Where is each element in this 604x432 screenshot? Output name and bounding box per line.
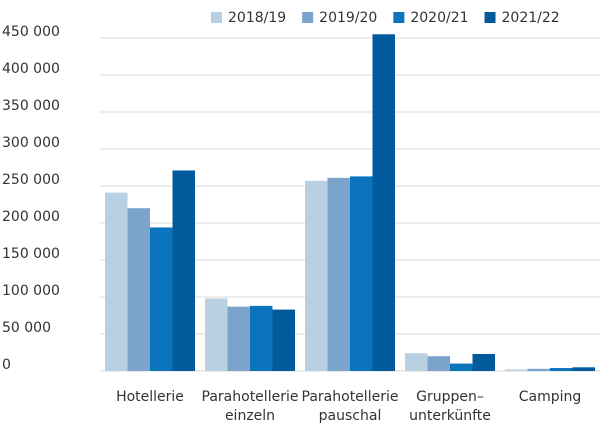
x-tick-line: Parahotellerie: [302, 389, 399, 405]
legend-swatch: [393, 12, 405, 23]
y-tick-label: 0: [2, 357, 11, 373]
bar: [527, 368, 550, 371]
bar: [205, 298, 228, 371]
bar: [305, 180, 328, 371]
legend-label: 2020/21: [410, 10, 468, 26]
bar: [172, 170, 195, 371]
x-tick-line: Hotellerie: [116, 389, 184, 405]
legend-swatch: [211, 12, 222, 23]
bar: [550, 368, 573, 371]
bar: [327, 177, 350, 371]
x-tick-line: Camping: [519, 389, 582, 405]
bar: [350, 176, 373, 371]
x-tick-label: Parahotellerie einzeln: [202, 389, 299, 424]
x-tick-line: Parahotellerie: [202, 389, 299, 405]
bar: [505, 369, 528, 371]
bar: [105, 192, 128, 371]
legend-label: 2021/22: [502, 10, 560, 26]
legend-swatch: [302, 12, 314, 23]
x-tick-label: Gruppen– unterkünfte: [409, 389, 491, 424]
y-tick-label: 100 000: [2, 283, 60, 299]
y-tick-label: 400 000: [2, 61, 60, 77]
x-tick-line: einzeln: [225, 408, 275, 424]
x-tick-line: Gruppen–: [416, 389, 484, 405]
bar: [405, 353, 428, 371]
bar: [127, 208, 150, 371]
bar: [250, 305, 273, 371]
x-tick-label: Parahotellerie pauschal: [302, 389, 399, 424]
y-tick-label: 250 000: [2, 172, 60, 188]
y-tick-label: 450 000: [2, 24, 60, 40]
legend-label: 2019/20: [319, 10, 377, 26]
x-tick-label: Camping: [519, 389, 582, 405]
x-tick-line: unterkünfte: [409, 408, 491, 424]
legend-label: 2018/19: [228, 10, 286, 26]
y-tick-label: 300 000: [2, 135, 60, 151]
x-tick-label: Hotellerie: [116, 389, 184, 405]
y-tick-label: 150 000: [2, 246, 60, 262]
bar: [372, 34, 395, 372]
bar: [427, 356, 450, 371]
y-tick-label: 50 000: [2, 320, 51, 336]
legend-swatch: [484, 12, 496, 23]
bar: [572, 367, 595, 371]
bar: [472, 353, 495, 371]
bar: [150, 227, 173, 371]
x-tick-line: pauschal: [319, 408, 382, 424]
y-tick-label: 350 000: [2, 98, 60, 114]
bar: [272, 309, 295, 371]
bar: [227, 306, 250, 371]
bar: [450, 363, 473, 371]
y-tick-label: 200 000: [2, 209, 60, 225]
